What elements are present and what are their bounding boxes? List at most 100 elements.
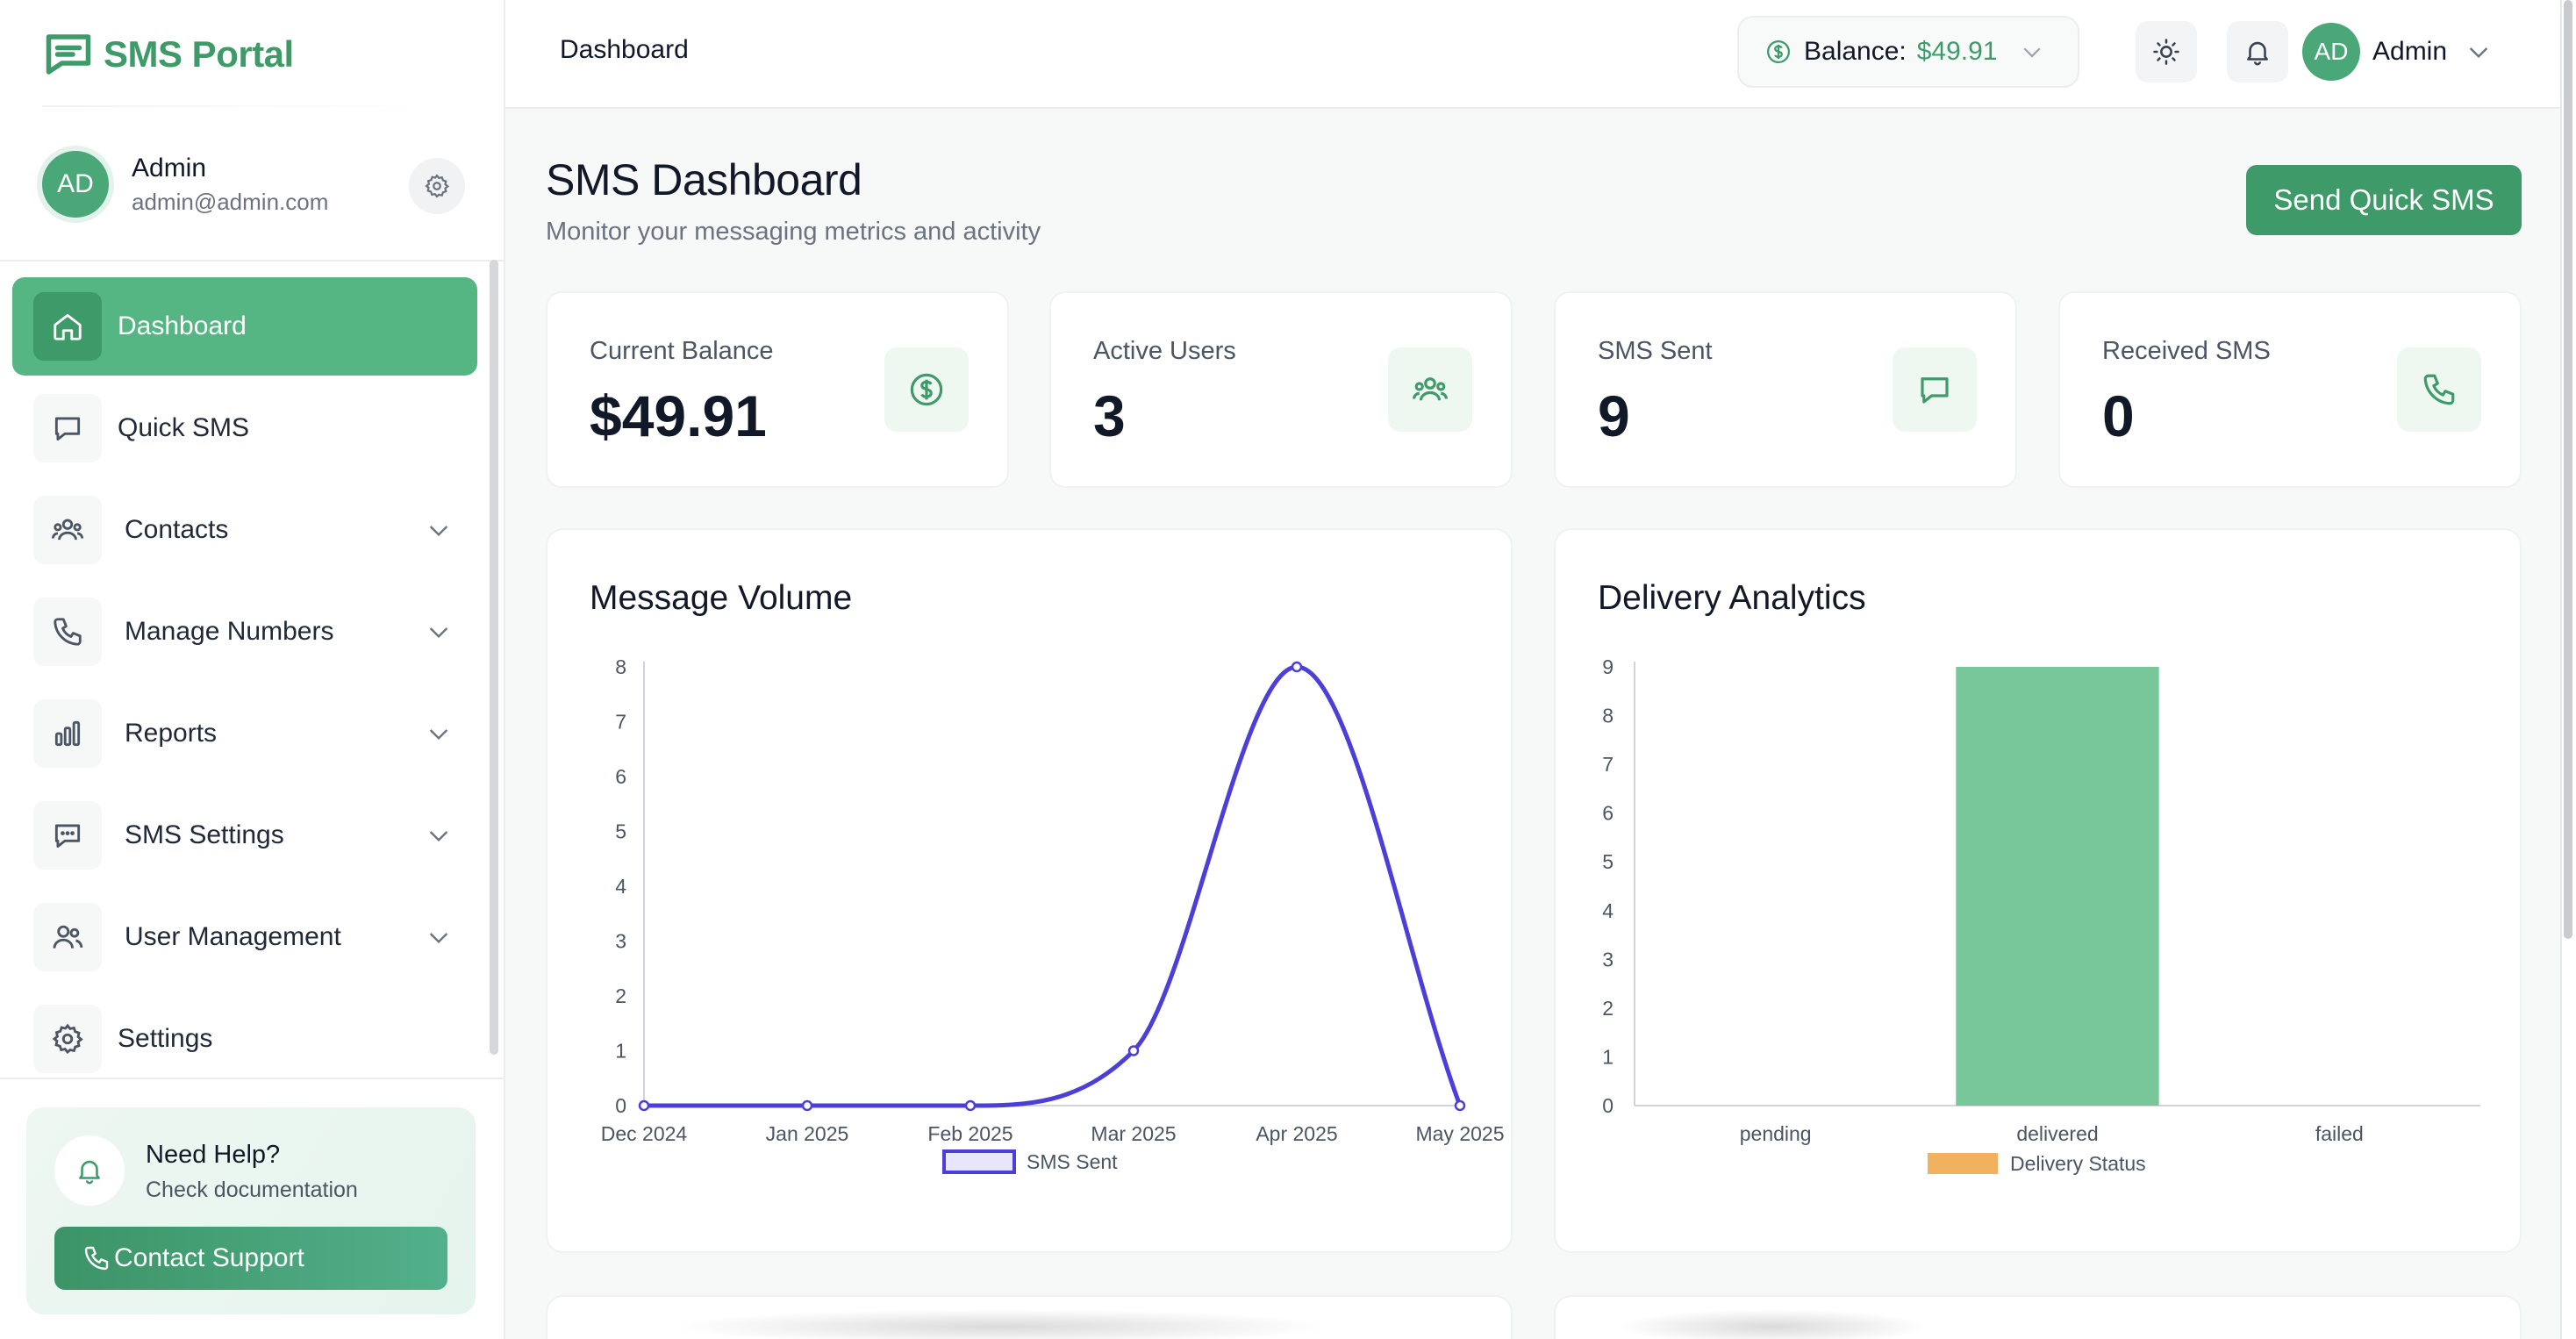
x-tick-label: delivered [2016,1122,2098,1145]
stat-card-active-users: Active Users 3 [1049,291,1513,488]
chevron-down-icon[interactable] [425,821,453,849]
chevron-down-icon [2469,47,2488,59]
data-point [801,1099,813,1112]
stat-card-sms-sent: SMS Sent 9 [1554,291,2017,488]
x-tick-label: failed [2315,1122,2364,1145]
message-icon [54,417,81,441]
sidebar-item-manage-numbers[interactable]: Manage Numbers [12,583,477,681]
y-tick-label: 7 [1602,753,1614,776]
sidebar-item-sms-settings[interactable]: SMS Settings [12,786,477,884]
breadcrumb: Dashboard [560,35,689,64]
data-point [964,1099,977,1112]
brand-name: SMS Portal [104,33,294,75]
y-tick-label: 8 [1602,705,1614,727]
sidebar-item-label: Quick SMS [118,413,250,442]
delivery-analytics-chart: 0 1 2 3 4 5 6 7 8 9 pending delivered failed Delivery… [1602,655,2480,1175]
stat-value: $49.91 [590,383,767,448]
delivery-analytics-panel: Delivery Analytics 0 1 2 3 4 5 6 7 8 9 pending deli… [1554,528,2522,1253]
contact-support-label: Contact Support [114,1243,304,1272]
sidebar-item-dashboard[interactable]: Dashboard [12,277,477,376]
chart-title: Message Volume [590,579,853,617]
chevron-down-icon[interactable] [425,618,453,646]
bell-icon [2247,41,2268,66]
balance-dropdown[interactable]: Balance: $49.91 [1737,16,2079,88]
help-bell [54,1135,125,1206]
sidebar-item-label: SMS Settings [125,820,284,849]
stat-value: 3 [1093,383,1126,448]
divider [0,1078,504,1079]
sidebar-item-label: User Management [125,922,341,951]
y-tick-label: 3 [1602,948,1614,970]
divider [0,260,504,261]
data-point [638,1099,650,1112]
loading-shadow [1614,1309,1930,1339]
sidebar-item-label: Reports [125,719,218,748]
chart-title: Delivery Analytics [1598,579,1866,617]
sidebar-item-label: Settings [118,1024,213,1053]
stat-value: 9 [1598,383,1630,448]
sidebar-item-label: Manage Numbers [125,617,334,646]
y-tick-label: 0 [1602,1094,1614,1117]
y-tick-label: 7 [615,711,626,734]
divider [42,105,463,107]
y-tick-label: 1 [615,1040,626,1063]
chevron-down-icon [2022,47,2041,58]
help-title: Need Help? [146,1141,281,1169]
bar-chart-icon [54,720,81,747]
sidebar-item-user-management[interactable]: User Management [12,888,477,986]
chevron-down-icon[interactable] [425,923,453,951]
legend-swatch [1928,1153,1998,1174]
topbar: Dashboard Balance: $49.91 AD Admin [505,0,2576,109]
sidebar-scrollbar[interactable] [490,260,498,1055]
data-point [1127,1045,1140,1056]
lower-panel-left [546,1295,1513,1339]
sidebar-item-settings[interactable]: Settings [12,990,477,1088]
user-settings-button[interactable] [409,158,465,214]
user-menu-name: Admin [2372,37,2448,66]
brand-logo[interactable]: SMS Portal [42,28,294,81]
chat-logo-icon [46,34,91,75]
bell-icon [79,1160,100,1185]
loading-shadow [667,1309,1334,1339]
avatar[interactable]: AD [42,151,109,218]
stat-label: SMS Sent [1598,337,1713,365]
user-name: Admin [132,153,207,183]
chevron-down-icon[interactable] [425,720,453,748]
bar [1956,667,2159,1106]
phone-icon [54,618,82,646]
help-subtitle[interactable]: Check documentation [146,1178,358,1202]
user-group-icon [53,925,83,949]
y-tick-label: 2 [615,985,626,1007]
phone-icon [2423,374,2455,405]
legend-label: Delivery Status [2010,1152,2146,1175]
y-tick-label: 6 [615,765,626,788]
y-tick-label: 5 [615,820,626,843]
x-tick-label: Mar 2025 [1091,1122,1176,1145]
x-tick-label: Apr 2025 [1256,1122,1337,1145]
sidebar-item-contacts[interactable]: Contacts [12,481,477,579]
sidebar: SMS Portal AD Admin admin@admin.com Dash… [0,0,505,1339]
x-tick-label: Dec 2024 [601,1122,688,1145]
contact-support-button[interactable]: Contact Support [54,1227,447,1290]
dollar-icon [910,373,943,406]
message-icon [1921,377,1949,404]
sidebar-user-card: AD Admin admin@admin.com [42,151,465,218]
chevron-down-icon[interactable] [425,516,453,544]
gear-icon [425,174,450,198]
sidebar-item-quick-sms[interactable]: Quick SMS [12,379,477,477]
send-quick-sms-button[interactable]: Send Quick SMS [2246,165,2522,235]
message-volume-panel: Message Volume 0 1 2 3 4 5 6 7 8 Dec 2024 Jan 2025… [546,528,1513,1253]
data-point [1291,661,1303,673]
sidebar-item-reports[interactable]: Reports [12,684,477,783]
sidebar-item-label: Contacts [125,515,229,544]
y-tick-label: 4 [615,875,626,898]
stat-label: Current Balance [590,337,774,365]
theme-toggle-button[interactable] [2136,21,2197,82]
y-tick-label: 8 [615,655,626,678]
page-scrollbar[interactable] [2564,0,2572,939]
avatar: AD [2302,23,2360,81]
notifications-button[interactable] [2227,21,2288,82]
user-menu[interactable]: AD Admin [2302,23,2493,81]
dollar-circle-icon [1767,40,1790,63]
y-tick-label: 1 [1602,1045,1614,1068]
